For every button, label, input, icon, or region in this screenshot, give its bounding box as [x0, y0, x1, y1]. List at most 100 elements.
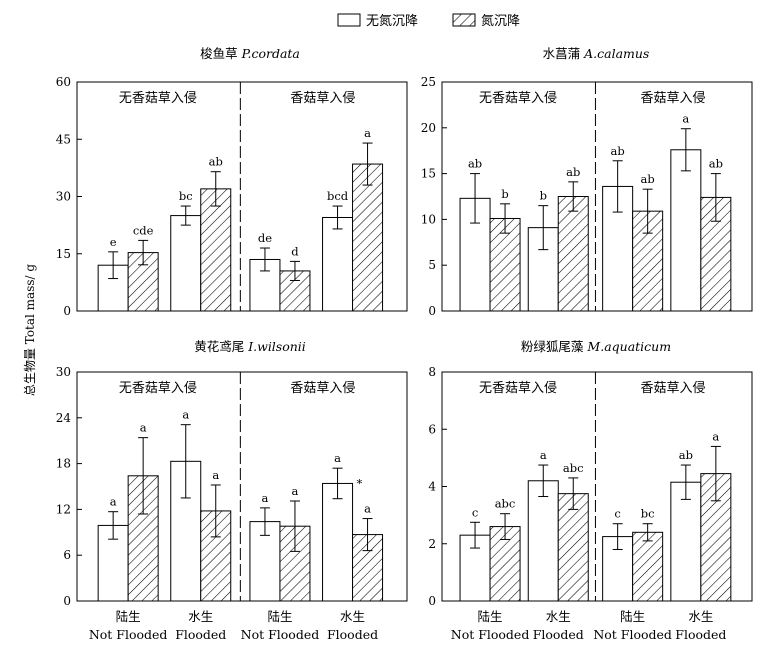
- y-tick-label: 0: [63, 304, 71, 318]
- bar: [322, 482, 354, 602]
- significance-letter: a: [212, 468, 219, 482]
- significance-letter: ab: [468, 157, 482, 171]
- panel-title: 水菖蒲 A.calamus: [543, 46, 650, 61]
- y-tick-label: 0: [63, 594, 71, 608]
- significance-letter: a: [292, 484, 299, 498]
- x-group-label-cn: 水生: [340, 609, 365, 624]
- y-tick-label: 6: [63, 548, 71, 562]
- x-axis-labels: 陆生 Not Flooded 水生 Flooded 陆生 Not Flooded 水生 Flo…: [89, 609, 727, 642]
- region-label: 无香菇草入侵: [479, 90, 557, 106]
- significance-letter: ab: [709, 157, 723, 171]
- y-tick-label: 10: [421, 212, 436, 226]
- y-tick-label: 25: [421, 75, 436, 89]
- significance-letter: a: [540, 448, 547, 462]
- x-group-label-cn: 陆生: [267, 609, 292, 624]
- bar: [557, 493, 589, 602]
- region-label: 香菇草入侵: [640, 380, 705, 396]
- significance-letter: ab: [611, 144, 625, 158]
- bar: [632, 531, 664, 602]
- bar: [527, 480, 559, 602]
- x-group-label-cn: 陆生: [478, 609, 503, 624]
- significance-letter: a: [364, 502, 371, 516]
- y-axis-title: 总生物量 Total mass/ g: [23, 264, 37, 396]
- y-tick-label: 8: [428, 365, 436, 379]
- region-label: 香菇草入侵: [640, 90, 705, 106]
- x-group-label-cn: 水生: [688, 609, 713, 624]
- significance-letter: a: [262, 491, 269, 505]
- significance-asterisk: *: [357, 476, 363, 490]
- significance-letter: abc: [495, 497, 516, 511]
- legend-swatch-open: [337, 13, 361, 27]
- significance-letter: b: [501, 187, 508, 201]
- panel-title: 黄花鸢尾 I.wilsonii: [194, 339, 306, 354]
- region-label: 香菇草入侵: [290, 90, 355, 106]
- y-tick-label: 4: [428, 480, 436, 494]
- panel-iris-wilsonii: 黄花鸢尾 I.wilsonii 无香菇草入侵 香菇草入侵 0 6 12 18 24 30 a a a…: [56, 339, 408, 608]
- significance-letter: ab: [566, 165, 580, 179]
- region-label: 香菇草入侵: [290, 380, 355, 396]
- y-tick-label: 15: [421, 167, 436, 181]
- panel-pontederia-cordata: 梭鱼草 P.cordata 无香菇草入侵 香菇草入侵 0 15 30 45 60 e cde bc…: [56, 46, 408, 318]
- significance-letter: ab: [209, 155, 223, 169]
- legend-label-open: 无氮沉降: [366, 14, 418, 29]
- significance-letter: e: [110, 235, 117, 249]
- panel-myriophyllum-aquaticum: 粉绿狐尾藻 M.aquaticum 无香菇草入侵 香菇草入侵02468cabcaa…: [428, 339, 753, 608]
- y-tick-label: 60: [56, 75, 71, 89]
- significance-letter: bcd: [327, 189, 349, 203]
- significance-letter: ab: [679, 448, 693, 462]
- panel-title: 梭鱼草 P.cordata: [200, 46, 300, 61]
- x-group-label-en: Flooded: [675, 627, 726, 642]
- legend-label-hatched: 氮沉降: [481, 14, 520, 29]
- x-group-label-cn: 陆生: [116, 609, 141, 624]
- y-tick-label: 45: [56, 132, 71, 146]
- y-tick-label: 0: [428, 594, 436, 608]
- x-group-label-en: Flooded: [175, 627, 226, 642]
- bar: [200, 188, 232, 312]
- x-group-label-en: Not Flooded: [89, 627, 168, 642]
- x-group-label-cn: 水生: [188, 609, 213, 624]
- x-group-label-en: Flooded: [327, 627, 378, 642]
- bar: [670, 481, 702, 602]
- y-tick-label: 30: [56, 190, 71, 204]
- significance-letter: a: [110, 495, 117, 509]
- bar: [170, 215, 202, 312]
- bar: [670, 149, 702, 312]
- significance-letter: c: [614, 507, 620, 521]
- significance-letter: a: [182, 408, 189, 422]
- x-group-label-en: Not Flooded: [241, 627, 320, 642]
- significance-letter: bc: [179, 189, 193, 203]
- y-tick-label: 15: [56, 247, 71, 261]
- y-tick-label: 0: [428, 304, 436, 318]
- plot-frame: [441, 81, 753, 312]
- significance-letter: de: [258, 231, 272, 245]
- y-tick-label: 18: [56, 457, 71, 471]
- region-label: 无香菇草入侵: [479, 380, 557, 396]
- legend-swatch-hatched: [452, 13, 476, 27]
- panel-acorus-calamus: 水菖蒲 A.calamus 无香菇草入侵 香菇草入侵 0 5 10 15 20 25 ab b b a…: [421, 46, 753, 318]
- significance-letter: cde: [133, 223, 154, 237]
- significance-letter: a: [712, 429, 719, 443]
- region-label: 无香菇草入侵: [119, 380, 197, 396]
- plot-frame: [76, 371, 408, 602]
- significance-letter: b: [540, 189, 547, 203]
- y-tick-label: 5: [428, 258, 436, 272]
- y-tick-label: 20: [421, 121, 436, 135]
- legend: 无氮沉降 氮沉降: [337, 13, 520, 29]
- significance-letter: bc: [641, 507, 655, 521]
- bar: [557, 196, 589, 312]
- x-group-label-en: Not Flooded: [451, 627, 530, 642]
- bar: [352, 163, 384, 312]
- significance-letter: d: [291, 244, 299, 258]
- significance-letter: ab: [641, 172, 655, 186]
- bar: [489, 217, 521, 312]
- y-tick-label: 2: [428, 537, 436, 551]
- x-group-label-en: Flooded: [533, 627, 584, 642]
- bar: [322, 216, 354, 312]
- x-group-label-en: Not Flooded: [593, 627, 672, 642]
- x-group-label-cn: 陆生: [620, 609, 645, 624]
- significance-letter: a: [334, 451, 341, 465]
- significance-letter: a: [364, 126, 371, 140]
- significance-letter: c: [472, 505, 478, 519]
- significance-letter: a: [140, 421, 147, 435]
